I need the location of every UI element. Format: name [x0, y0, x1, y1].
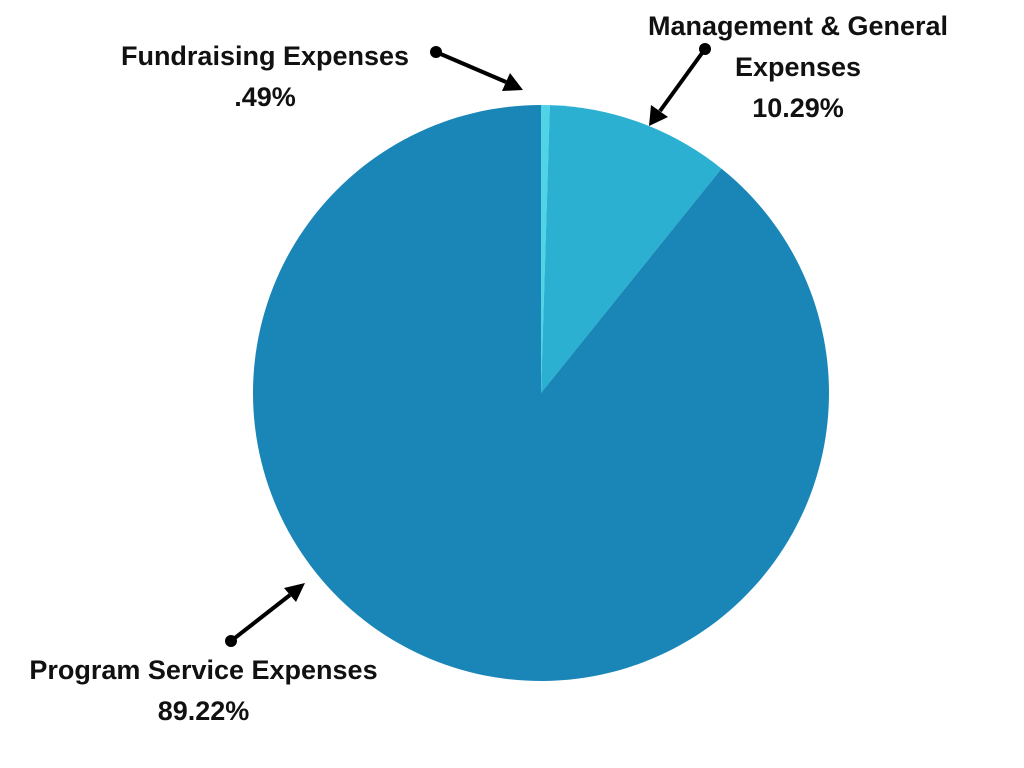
- slice-label-program-name: Program Service Expenses: [29, 655, 378, 685]
- slice-label-management-value: 10.29%: [752, 93, 844, 123]
- leader-arrow-program: [225, 583, 305, 647]
- slice-management: [541, 105, 722, 393]
- slice-label-program-value: 89.22%: [157, 696, 250, 726]
- slice-label-program: Program Service Expenses 89.22%: [6, 650, 401, 732]
- slice-label-fundraising-name: Fundraising Expenses: [120, 41, 410, 71]
- slice-fundraising: [541, 105, 550, 393]
- leader-arrow-management: [649, 43, 711, 126]
- slice-label-management-name-line2: Expenses: [734, 52, 862, 82]
- leader-line-management: [658, 47, 707, 113]
- slice-label-fundraising-value: .49%: [234, 82, 296, 112]
- slice-program: [252, 104, 829, 681]
- leader-head-program: [284, 583, 305, 602]
- slices-layer: [252, 104, 829, 681]
- slice-label-management: Management & General Expenses 10.29%: [618, 6, 978, 129]
- slice-label-management-name-line1: Management & General: [647, 11, 949, 41]
- leader-head-management: [649, 105, 668, 126]
- leader-head-fundraising: [502, 73, 523, 91]
- slice-label-fundraising: Fundraising Expenses .49%: [100, 36, 430, 118]
- leader-line-program: [229, 593, 292, 643]
- leader-line-fundraising: [435, 50, 507, 84]
- leader-arrow-fundraising: [430, 46, 523, 91]
